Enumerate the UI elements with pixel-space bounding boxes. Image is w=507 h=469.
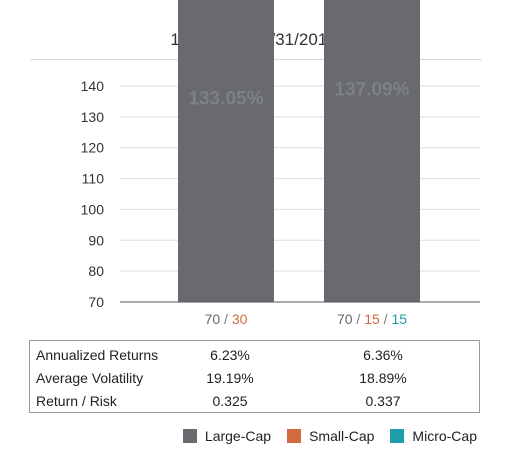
bar-segment [324,0,420,302]
stats-value-portfolio-2: 6.36% [363,347,403,363]
stats-value-portfolio-1: 0.325 [212,393,248,409]
legend-label: Micro-Cap [412,428,477,444]
y-tick-label: 120 [81,140,105,156]
chart-legend: Large-Cap Small-Cap Micro-Cap [167,428,477,444]
legend-item-micro-cap: Micro-Cap [390,428,477,444]
y-tick-label: 100 [81,201,105,217]
stats-value-portfolio-1: 6.23% [210,347,250,363]
legend-swatch [390,429,405,443]
stats-value-portfolio-1: 19.19% [206,370,254,386]
legend-label: Large-Cap [204,428,272,444]
y-tick-label: 90 [88,232,104,248]
stats-value-portfolio-2: 0.337 [365,393,401,409]
y-tick-label: 80 [88,263,104,279]
y-tick-label: 140 [81,78,105,94]
y-tick-label: 70 [88,294,104,310]
stats-row-label: Return / Risk [36,393,117,409]
stats-row-annualized-returns: Annualized Returns 6.23% 6.36% [30,347,479,369]
legend-swatch [287,429,302,443]
stats-value-portfolio-2: 18.89% [359,370,407,386]
legend-item-small-cap: Small-Cap [287,428,374,444]
legend-item-large-cap: Large-Cap [182,428,272,444]
stats-row-label: Average Volatility [36,370,144,386]
stats-row-label: Annualized Returns [36,347,159,363]
stats-table: Annualized Returns 6.23% 6.36% Average V… [29,340,480,413]
legend-label: Small-Cap [309,428,375,444]
bar-segment [178,0,274,303]
bar-total-label: 137.09% [334,79,409,100]
bar-total-label: 133.05% [188,89,263,110]
stats-row-average-volatility: Average Volatility 19.19% 18.89% [30,370,479,392]
legend-swatch [182,429,197,443]
y-tick-label: 110 [82,171,105,187]
stats-row-return-risk: Return / Risk 0.325 0.337 [30,393,479,415]
x-category-label: 70 / 30 [205,311,248,327]
stacked-bar-chart: 70 80 90 100 110 120 130 140 133.05% 70 / 30 137.0… [81,0,480,327]
x-category-label: 70 / 15 / 15 [337,311,407,327]
y-tick-label: 130 [81,109,105,125]
